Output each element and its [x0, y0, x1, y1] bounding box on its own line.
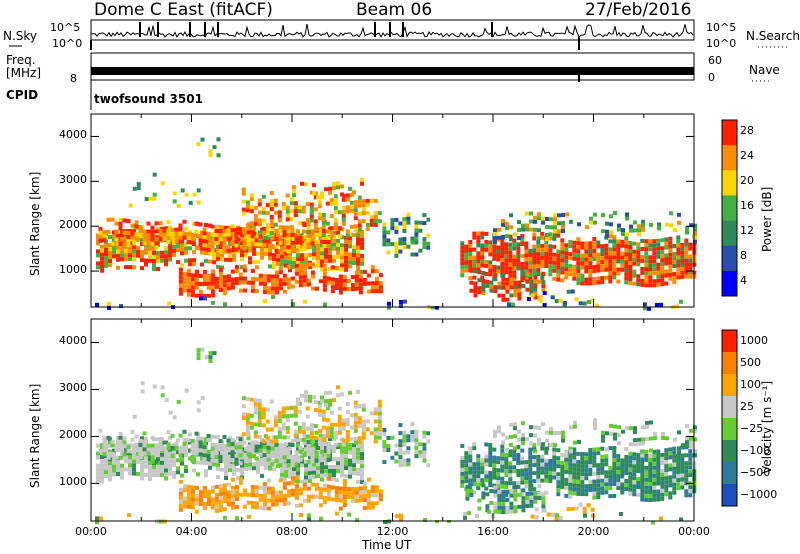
velocity-colorbar-tick: 1000 [740, 334, 768, 347]
xtick-label: 16:00 [477, 525, 509, 538]
nsky-tick-min: 10^0 [52, 37, 83, 50]
nsky-tick-max: 10^5 [50, 21, 81, 34]
velocity-colorbar-swatch [722, 440, 737, 463]
velocity-ytick-label: 4000 [59, 334, 87, 348]
velocity-colorbar-tick: 100 [740, 378, 761, 391]
velocity-colorbar-swatch [722, 330, 737, 353]
freq-trace [91, 67, 694, 75]
power-ytick-label: 1000 [59, 263, 87, 277]
velocity-heatmap [95, 347, 697, 525]
xtick-label: 20:00 [577, 525, 610, 538]
velocity-colorbar-swatch [722, 374, 737, 397]
velocity-colorbar-swatch [722, 396, 737, 419]
xtick-label: 00:00 [75, 525, 107, 538]
velocity-colorbar-tick: −1000 [740, 488, 778, 501]
station-title: Dome C East (fitACF) [94, 0, 273, 20]
velocity-ytick-label: 1000 [59, 475, 87, 489]
velocity-ylabel: Slant Range [km] [28, 383, 42, 488]
xaxis-label: Time UT [362, 538, 412, 552]
freq-tick: 8 [70, 72, 77, 85]
velocity-ytick-label: 2000 [59, 428, 87, 442]
power-colorbar-swatch [722, 245, 737, 272]
nsky-trace [90, 24, 694, 38]
power-colorbar-swatch [722, 220, 737, 247]
velocity-colorbar-tick: −25 [740, 422, 764, 435]
nsearch-tick-min: 10^0 [706, 37, 737, 50]
beam-title: Beam 06 [356, 0, 433, 20]
nsearch-label: N.Search [746, 29, 800, 43]
power-colorbar-swatch [722, 195, 737, 222]
nave-tick-max: 60 [708, 54, 722, 67]
power-colorbar-label: Power [dB] [760, 186, 774, 252]
xtick-label: 12:00 [376, 525, 409, 538]
velocity-colorbar-tick: −100 [740, 444, 771, 457]
nsky-label: N.Sky [3, 29, 38, 43]
velocity-colorbar-tick: 500 [740, 356, 761, 369]
data-gap [430, 115, 460, 306]
power-colorbar-tick: 28 [740, 123, 754, 137]
nsearch-tick-max: 10^5 [706, 21, 737, 34]
power-colorbar-swatch [722, 120, 737, 146]
velocity-colorbar-swatch [722, 484, 737, 507]
velocity-colorbar-swatch [722, 352, 737, 375]
cpid-label: CPID [6, 88, 39, 102]
power-colorbar-tick: 4 [740, 274, 747, 288]
velocity-colorbar-frame [721, 329, 738, 507]
cpid-value: twofsound 3501 [94, 92, 203, 106]
power-colorbar-frame [721, 119, 738, 297]
power-colorbar-tick: 16 [740, 199, 754, 212]
power-colorbar-tick: 8 [740, 249, 747, 263]
nsky-panel-frame [90, 19, 695, 41]
power-colorbar-tick: 20 [740, 173, 754, 187]
velocity-ytick-label: 3000 [59, 381, 87, 395]
xtick-label: 08:00 [276, 525, 308, 538]
power-ylabel: Slant Range [km] [28, 171, 42, 276]
velocity-colorbar-tick: 25 [740, 400, 754, 413]
freq-label: Freq. [6, 53, 36, 67]
xtick-label: 04:00 [175, 525, 208, 538]
power-ytick-label: 4000 [59, 128, 87, 142]
velocity-colorbar-swatch [722, 418, 737, 441]
velocity-colorbar-tick: −500 [740, 466, 771, 479]
nave-tick-min: 0 [708, 71, 715, 84]
power-heatmap [95, 137, 697, 311]
power-colorbar-tick: 24 [740, 148, 754, 162]
power-colorbar-swatch [722, 145, 737, 171]
power-colorbar-swatch [722, 270, 737, 297]
power-ytick-label: 2000 [59, 218, 87, 232]
velocity-colorbar-swatch [722, 462, 737, 485]
power-colorbar-swatch [722, 170, 737, 196]
freq-unit-label: [MHz] [6, 66, 42, 80]
power-ytick-label: 3000 [59, 173, 87, 187]
data-gap [430, 320, 460, 520]
nave-label: Nave [749, 63, 780, 77]
xtick-label: 00:00 [678, 525, 710, 538]
date-title: 27/Feb/2016 [585, 0, 692, 20]
freq-panel-frame [90, 52, 695, 81]
power-colorbar-tick: 12 [740, 224, 754, 238]
